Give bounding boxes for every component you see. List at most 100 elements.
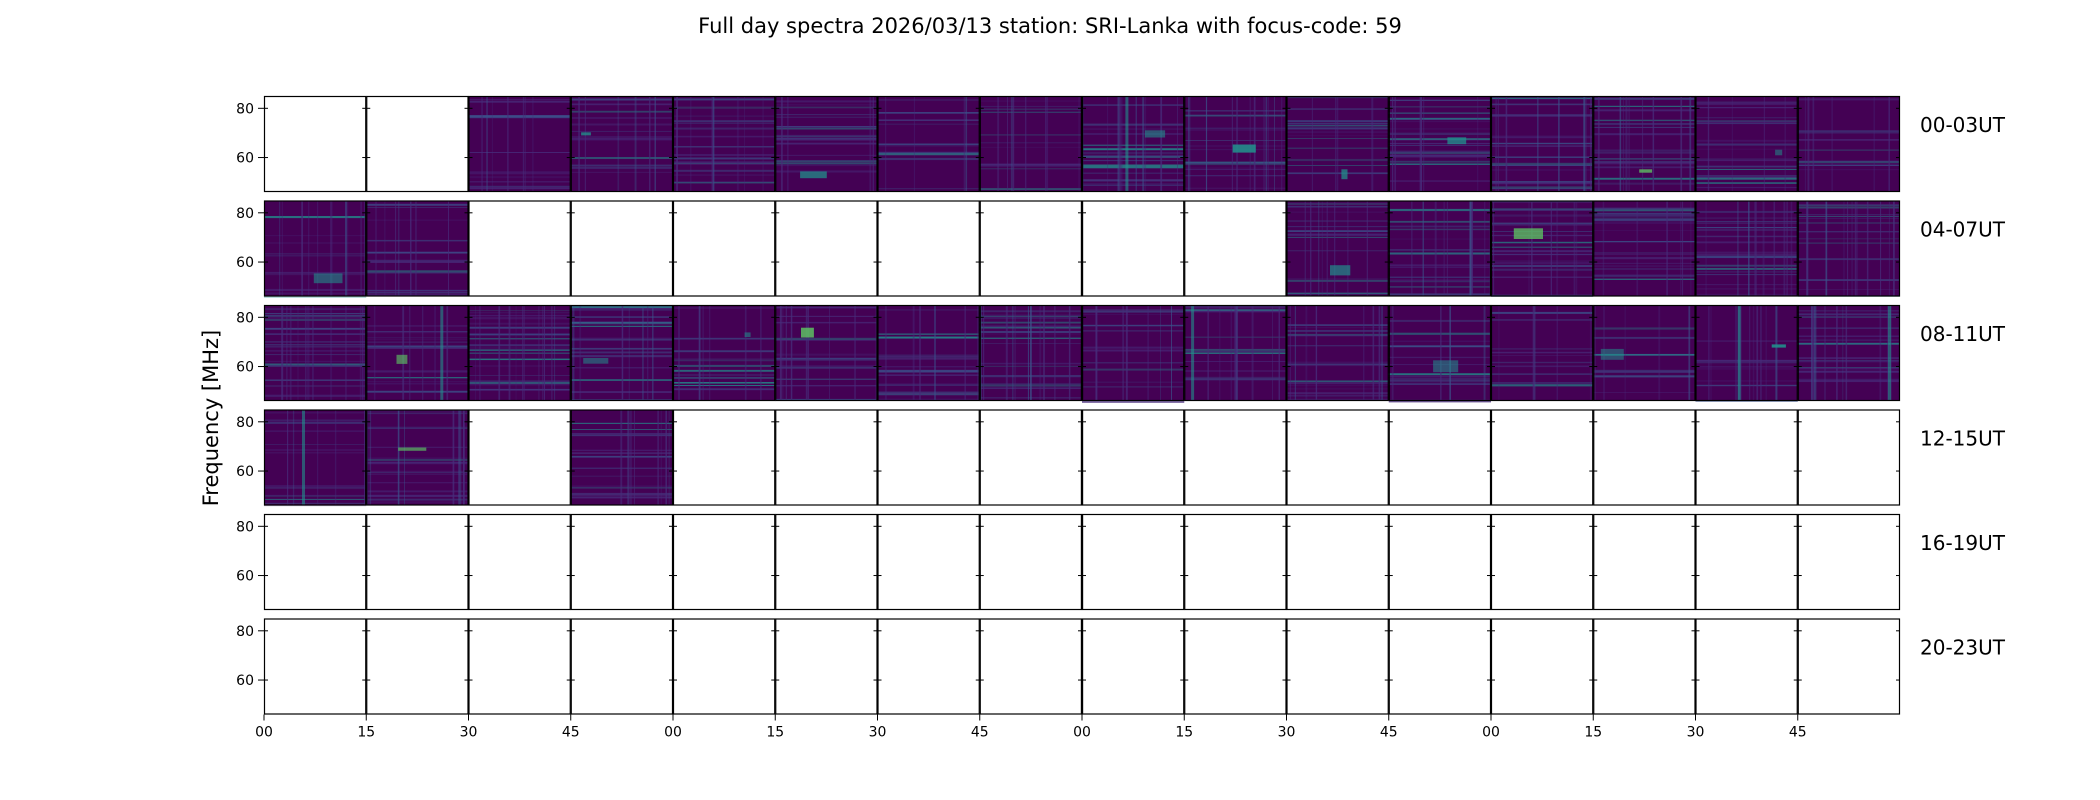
y-tick-label: 80 (236, 206, 254, 222)
time-streak (1825, 200, 1828, 297)
time-streak (1680, 200, 1682, 297)
panel-frame (1593, 618, 1696, 715)
panel-frame (1490, 95, 1594, 193)
spectrum-panel-1-11 (1388, 200, 1492, 297)
time-streak (1347, 200, 1349, 297)
time-streak (1121, 96, 1123, 192)
panel-frame (1593, 304, 1696, 402)
frequency-band (1388, 266, 1491, 268)
frequency-band (468, 382, 571, 384)
frequency-band (1593, 241, 1696, 243)
time-streak (690, 96, 692, 192)
frequency-band (1797, 242, 1900, 244)
panel-frame (366, 409, 469, 506)
time-streak (1735, 305, 1737, 401)
time-streak (1043, 305, 1045, 401)
panel-frame (263, 200, 367, 297)
time-streak (375, 200, 377, 297)
panel-frame (877, 409, 980, 506)
frequency-band (877, 357, 980, 360)
frequency-band (264, 487, 367, 489)
time-streak (1068, 305, 1071, 401)
frequency-band (1388, 228, 1491, 231)
frequency-band (1286, 398, 1389, 401)
time-streak (1636, 200, 1639, 297)
time-streak (301, 200, 303, 297)
time-streak (508, 305, 511, 401)
panel-frame (468, 200, 571, 297)
frequency-band (1286, 206, 1389, 208)
time-streak (1321, 200, 1323, 297)
frequency-band (1388, 375, 1491, 378)
frequency-band (1797, 164, 1900, 166)
time-streak (1274, 96, 1275, 192)
time-streak (1602, 200, 1605, 297)
time-streak (1836, 305, 1838, 401)
time-streak (885, 96, 887, 192)
burst (1513, 228, 1543, 239)
panel-frame (1184, 513, 1287, 611)
frequency-band (775, 106, 878, 109)
frequency-band (264, 254, 367, 257)
frequency-band (775, 379, 878, 380)
frequency-band (1797, 132, 1900, 134)
frequency-band (366, 341, 469, 343)
x-tick-label: 30 (869, 725, 887, 741)
time-streak (361, 305, 364, 401)
panel-frame (775, 409, 878, 506)
frequency-band (1184, 169, 1287, 170)
frequency-band (1593, 336, 1696, 339)
frequency-band (877, 391, 980, 393)
spectrum-panel-2-12 (1491, 305, 1594, 401)
time-streak (869, 96, 872, 192)
time-streak (1443, 200, 1445, 297)
spectrum-panel-0-2 (468, 96, 571, 192)
frequency-band (1286, 395, 1389, 397)
time-streak (983, 305, 985, 401)
spectrum-panel-0-12 (1491, 96, 1594, 192)
time-streak (1420, 96, 1422, 192)
frequency-band (468, 375, 571, 376)
time-streak (1804, 96, 1806, 192)
frequency-band (673, 127, 776, 130)
frequency-band (366, 470, 469, 472)
time-streak (1449, 305, 1451, 401)
frequency-band (1695, 182, 1798, 184)
panel-frame (1593, 409, 1696, 506)
frequency-band (366, 370, 469, 373)
frequency-band (1286, 211, 1389, 213)
time-streak (1171, 305, 1172, 401)
time-streak (579, 305, 582, 401)
frequency-band (468, 176, 571, 179)
frequency-band (673, 135, 776, 138)
time-streak (359, 305, 361, 401)
chart-title: Full day spectra 2026/03/13 station: SRI… (698, 14, 1402, 38)
frequency-band (264, 345, 367, 348)
frequency-band (877, 336, 980, 339)
frequency-band (673, 385, 776, 386)
time-streak (1054, 305, 1056, 401)
frequency-band (1388, 383, 1491, 385)
time-streak (1010, 96, 1013, 192)
frequency-band (366, 472, 469, 473)
frequency-band (1797, 258, 1900, 261)
frequency-band (1082, 148, 1185, 151)
frequency-band (775, 137, 878, 139)
time-streak (1532, 305, 1535, 401)
panel-frame (672, 95, 776, 193)
frequency-band (1593, 217, 1696, 219)
frequency-band (775, 398, 878, 400)
frequency-band (264, 317, 367, 319)
frequency-band (1593, 97, 1696, 100)
frequency-band (1286, 236, 1389, 238)
burst (1447, 137, 1467, 145)
frequency-band (366, 261, 469, 263)
frequency-band (775, 126, 878, 128)
spectrum-panel-1-10 (1286, 200, 1389, 297)
time-streak (1807, 96, 1810, 192)
frequency-band (1388, 150, 1491, 152)
time-streak (711, 96, 714, 192)
frequency-band (1695, 175, 1798, 177)
time-streak (522, 96, 525, 192)
